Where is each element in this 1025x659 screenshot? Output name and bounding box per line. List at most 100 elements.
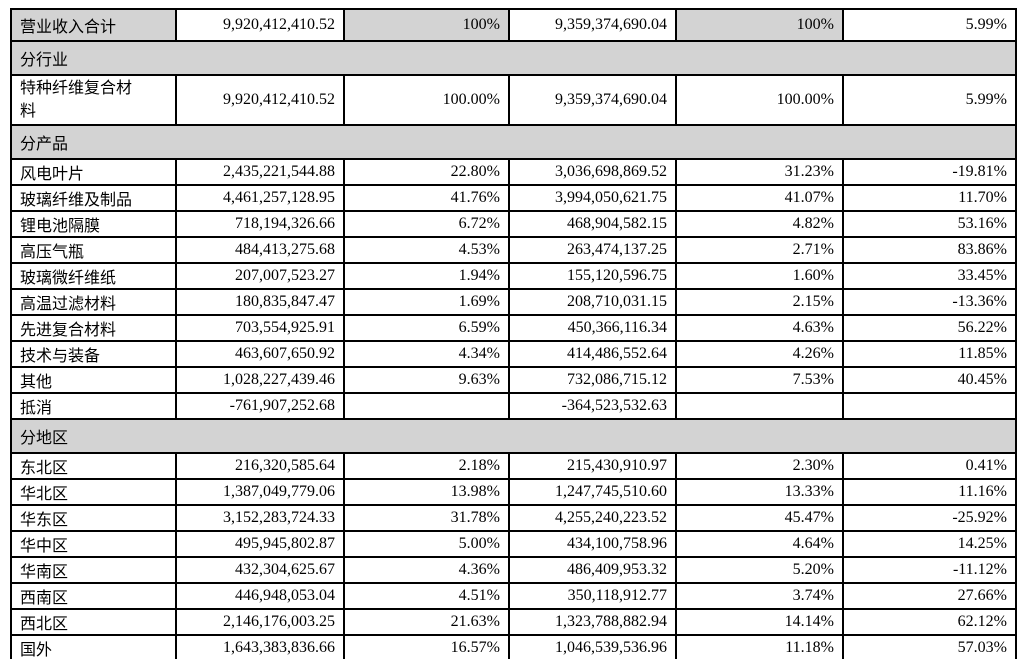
change-cell: 11.85%: [842, 340, 1017, 368]
category-cell: 抵消: [10, 392, 177, 420]
amount-cell: 2,435,221,544.88: [175, 158, 345, 186]
section-header-cell: 分地区: [10, 418, 1017, 454]
category-cell: 营业收入合计: [10, 8, 177, 42]
amount-cell: 9,920,412,410.52: [175, 8, 345, 42]
ratio-cell: 31.78%: [343, 504, 510, 532]
ratio-cell: 2.30%: [675, 452, 844, 480]
amount-cell: 718,194,326.66: [175, 210, 345, 238]
amount-cell: -761,907,252.68: [175, 392, 345, 420]
ratio-cell: 9.63%: [343, 366, 510, 394]
ratio-cell: 4.53%: [343, 236, 510, 264]
amount-cell: -364,523,532.63: [508, 392, 677, 420]
change-cell: 83.86%: [842, 236, 1017, 264]
ratio-cell: 4.51%: [343, 582, 510, 610]
table-row: 高压气瓶 484,413,275.68 4.53% 263,474,137.25 2.7…: [10, 236, 1017, 264]
ratio-cell: 100%: [675, 8, 844, 42]
amount-cell: 4,461,257,128.95: [175, 184, 345, 212]
ratio-cell: [675, 392, 844, 420]
ratio-cell: 2.15%: [675, 288, 844, 316]
table-body: 营业收入合计 9,920,412,410.52 100% 9,359,374,690.…: [10, 8, 1017, 659]
change-cell: 33.45%: [842, 262, 1017, 290]
category-cell: 风电叶片: [10, 158, 177, 186]
section-row: 分地区: [10, 418, 1017, 454]
amount-cell: 484,413,275.68: [175, 236, 345, 264]
revenue-breakdown-table: 营业收入合计 9,920,412,410.52 100% 9,359,374,690.…: [10, 8, 1017, 659]
ratio-cell: 2.71%: [675, 236, 844, 264]
amount-cell: 9,359,374,690.04: [508, 8, 677, 42]
amount-cell: 486,409,953.32: [508, 556, 677, 584]
category-cell: 锂电池隔膜: [10, 210, 177, 238]
amount-cell: 1,323,788,882.94: [508, 608, 677, 636]
ratio-cell: 7.53%: [675, 366, 844, 394]
category-cell: 玻璃微纤维纸: [10, 262, 177, 290]
amount-cell: 1,643,383,836.66: [175, 634, 345, 659]
table-row: 抵消 -761,907,252.68 -364,523,532.63: [10, 392, 1017, 420]
ratio-cell: 100.00%: [343, 74, 510, 126]
table-row: 华南区 432,304,625.67 4.36% 486,409,953.32 5.20…: [10, 556, 1017, 584]
category-cell: 东北区: [10, 452, 177, 480]
table-row: 技术与装备 463,607,650.92 4.34% 414,486,552.64 4.…: [10, 340, 1017, 368]
change-cell: 62.12%: [842, 608, 1017, 636]
ratio-cell: 3.74%: [675, 582, 844, 610]
amount-cell: 9,359,374,690.04: [508, 74, 677, 126]
ratio-cell: 1.94%: [343, 262, 510, 290]
ratio-cell: 4.63%: [675, 314, 844, 342]
amount-cell: 2,146,176,003.25: [175, 608, 345, 636]
change-cell: 11.16%: [842, 478, 1017, 506]
table-row: 玻璃纤维及制品 4,461,257,128.95 41.76% 3,994,050,6…: [10, 184, 1017, 212]
amount-cell: 434,100,758.96: [508, 530, 677, 558]
ratio-cell: 41.07%: [675, 184, 844, 212]
category-cell: 先进复合材料: [10, 314, 177, 342]
amount-cell: 463,607,650.92: [175, 340, 345, 368]
ratio-cell: 22.80%: [343, 158, 510, 186]
amount-cell: 4,255,240,223.52: [508, 504, 677, 532]
category-cell: 国外: [10, 634, 177, 659]
amount-cell: 263,474,137.25: [508, 236, 677, 264]
ratio-cell: 6.72%: [343, 210, 510, 238]
change-cell: 11.70%: [842, 184, 1017, 212]
table-row: 玻璃微纤维纸 207,007,523.27 1.94% 155,120,596.75 1…: [10, 262, 1017, 290]
category-cell: 玻璃纤维及制品: [10, 184, 177, 212]
category-cell: 西北区: [10, 608, 177, 636]
category-cell: 华东区: [10, 504, 177, 532]
change-cell: 27.66%: [842, 582, 1017, 610]
table-row: 东北区 216,320,585.64 2.18% 215,430,910.97 2.30…: [10, 452, 1017, 480]
ratio-cell: 4.82%: [675, 210, 844, 238]
ratio-cell: 5.00%: [343, 530, 510, 558]
change-cell: -13.36%: [842, 288, 1017, 316]
table-row: 西南区 446,948,053.04 4.51% 350,118,912.77 3.74…: [10, 582, 1017, 610]
table-row: 风电叶片 2,435,221,544.88 22.80% 3,036,698,869.…: [10, 158, 1017, 186]
amount-cell: 208,710,031.15: [508, 288, 677, 316]
change-cell: 5.99%: [842, 74, 1017, 126]
ratio-cell: 2.18%: [343, 452, 510, 480]
change-cell: -25.92%: [842, 504, 1017, 532]
ratio-cell: 13.98%: [343, 478, 510, 506]
table-row: 其他 1,028,227,439.46 9.63% 732,086,715.12 7.5…: [10, 366, 1017, 394]
ratio-cell: 100.00%: [675, 74, 844, 126]
amount-cell: 432,304,625.67: [175, 556, 345, 584]
ratio-cell: 21.63%: [343, 608, 510, 636]
section-row: 分行业: [10, 40, 1017, 76]
amount-cell: 9,920,412,410.52: [175, 74, 345, 126]
amount-cell: 3,152,283,724.33: [175, 504, 345, 532]
ratio-cell: 100%: [343, 8, 510, 42]
table-row: 锂电池隔膜 718,194,326.66 6.72% 468,904,582.15 4.…: [10, 210, 1017, 238]
amount-cell: 732,086,715.12: [508, 366, 677, 394]
amount-cell: 216,320,585.64: [175, 452, 345, 480]
category-cell: 特种纤维复合材料: [10, 74, 177, 126]
amount-cell: 3,036,698,869.52: [508, 158, 677, 186]
ratio-cell: 16.57%: [343, 634, 510, 659]
amount-cell: 414,486,552.64: [508, 340, 677, 368]
amount-cell: 207,007,523.27: [175, 262, 345, 290]
section-header-cell: 分行业: [10, 40, 1017, 76]
ratio-cell: 45.47%: [675, 504, 844, 532]
category-cell: 高温过滤材料: [10, 288, 177, 316]
change-cell: 57.03%: [842, 634, 1017, 659]
ratio-cell: 31.23%: [675, 158, 844, 186]
category-cell: 高压气瓶: [10, 236, 177, 264]
table-row: 国外 1,643,383,836.66 16.57% 1,046,539,536.96…: [10, 634, 1017, 659]
change-cell: 56.22%: [842, 314, 1017, 342]
ratio-cell: 4.64%: [675, 530, 844, 558]
table-row: 西北区 2,146,176,003.25 21.63% 1,323,788,882.9…: [10, 608, 1017, 636]
